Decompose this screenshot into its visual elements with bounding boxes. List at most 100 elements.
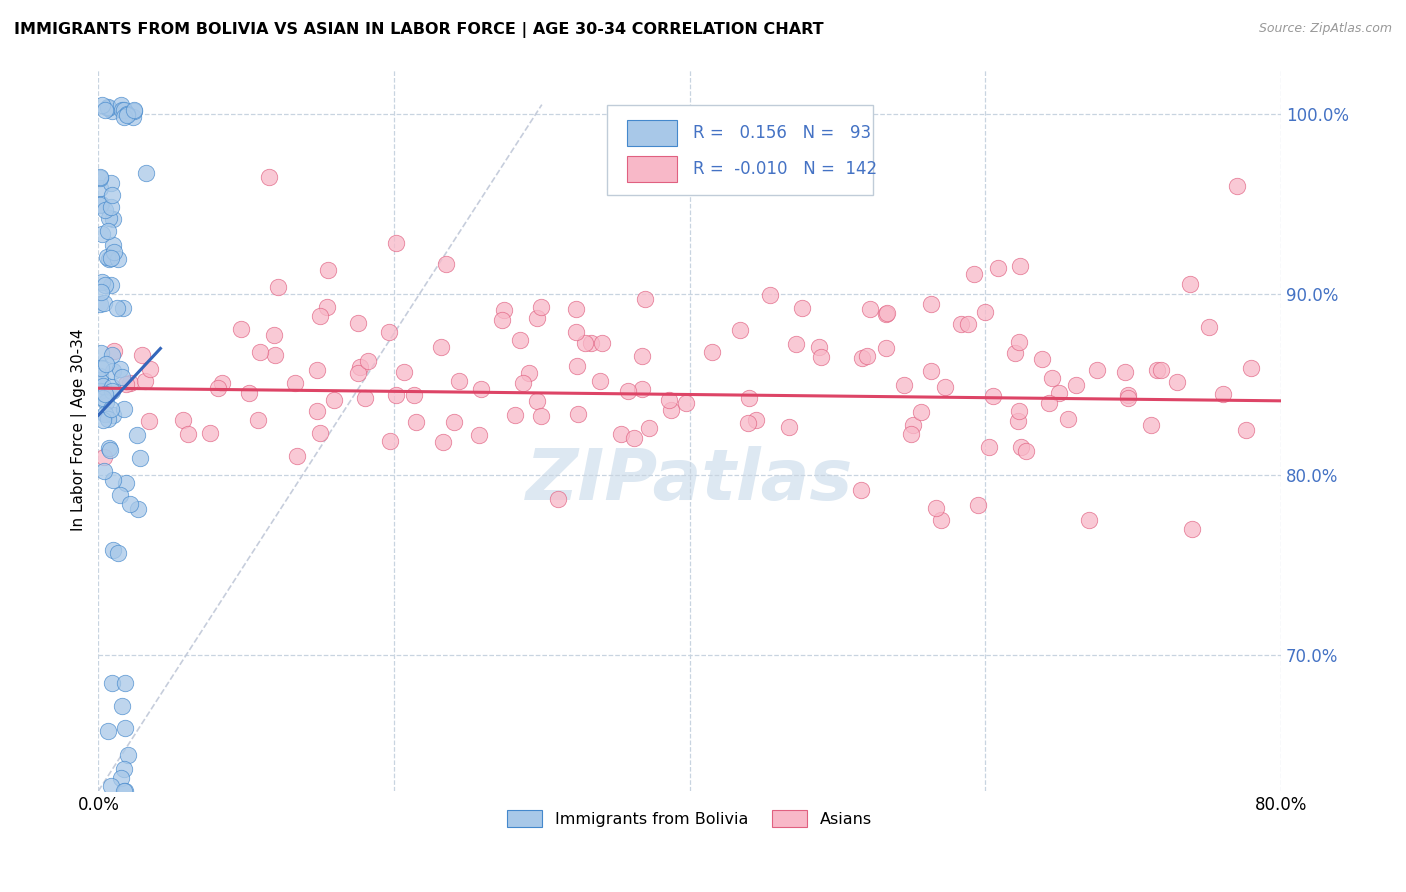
Point bbox=[1240, 360, 1263, 375]
Point bbox=[115, 108, 138, 122]
Point bbox=[1038, 396, 1060, 410]
Point bbox=[246, 413, 269, 427]
Point bbox=[634, 292, 657, 306]
Point bbox=[851, 351, 873, 365]
Point bbox=[392, 365, 415, 379]
Text: R =   0.156   N =   93: R = 0.156 N = 93 bbox=[693, 124, 872, 142]
Point bbox=[1234, 423, 1257, 437]
Point bbox=[111, 699, 134, 714]
Point bbox=[1180, 277, 1202, 291]
Point bbox=[89, 373, 111, 387]
Point bbox=[100, 187, 122, 202]
Point bbox=[1008, 259, 1031, 273]
Point bbox=[610, 426, 633, 441]
Point bbox=[315, 300, 337, 314]
Point bbox=[89, 181, 111, 195]
Point bbox=[115, 377, 138, 392]
Point bbox=[91, 275, 114, 289]
Point bbox=[207, 381, 229, 395]
Point bbox=[430, 340, 453, 354]
Point bbox=[1146, 363, 1168, 377]
Point bbox=[91, 412, 114, 426]
Point bbox=[211, 376, 233, 390]
Point bbox=[1116, 391, 1139, 405]
Point bbox=[443, 415, 465, 429]
Point bbox=[93, 407, 115, 421]
Point bbox=[346, 366, 368, 380]
Point bbox=[93, 296, 115, 310]
Point bbox=[588, 375, 610, 389]
Point bbox=[1150, 363, 1173, 377]
Point bbox=[856, 349, 879, 363]
Point bbox=[101, 384, 124, 398]
Point bbox=[1015, 444, 1038, 458]
Point bbox=[90, 197, 112, 211]
Point bbox=[103, 212, 125, 227]
Point bbox=[565, 302, 588, 317]
Point bbox=[956, 318, 979, 332]
Point bbox=[100, 200, 122, 214]
Point bbox=[97, 224, 120, 238]
Point bbox=[96, 394, 118, 409]
Point bbox=[738, 391, 761, 405]
Point bbox=[744, 413, 766, 427]
Point bbox=[103, 363, 125, 377]
Point bbox=[491, 312, 513, 326]
Point bbox=[637, 421, 659, 435]
Point bbox=[135, 166, 157, 180]
Point bbox=[103, 542, 125, 557]
Point bbox=[263, 348, 285, 362]
Point bbox=[110, 772, 132, 786]
Point bbox=[117, 747, 139, 762]
Point bbox=[307, 404, 329, 418]
Point bbox=[322, 392, 344, 407]
Point bbox=[517, 366, 540, 380]
Point bbox=[127, 502, 149, 516]
Point bbox=[100, 402, 122, 417]
Point bbox=[526, 310, 548, 325]
Point bbox=[90, 345, 112, 359]
Point bbox=[131, 348, 153, 362]
Point bbox=[97, 411, 120, 425]
Point bbox=[981, 389, 1004, 403]
Point bbox=[101, 238, 124, 252]
Point bbox=[107, 546, 129, 560]
Point bbox=[266, 280, 288, 294]
Point bbox=[849, 483, 872, 497]
Point bbox=[100, 176, 122, 190]
Point bbox=[118, 497, 141, 511]
Point bbox=[103, 245, 125, 260]
Point bbox=[285, 449, 308, 463]
Point bbox=[509, 333, 531, 347]
Point bbox=[385, 387, 408, 401]
Point bbox=[112, 103, 135, 117]
Point bbox=[127, 428, 149, 442]
Point bbox=[114, 784, 136, 798]
Point bbox=[1212, 387, 1234, 401]
Point bbox=[103, 344, 125, 359]
Point bbox=[467, 428, 489, 442]
Point bbox=[1057, 412, 1080, 426]
Text: Source: ZipAtlas.com: Source: ZipAtlas.com bbox=[1258, 22, 1392, 36]
Point bbox=[901, 417, 924, 432]
Point bbox=[785, 337, 807, 351]
Point bbox=[93, 464, 115, 478]
Point bbox=[547, 492, 569, 507]
Point bbox=[505, 408, 527, 422]
Point bbox=[316, 262, 339, 277]
Point bbox=[675, 396, 697, 410]
Point bbox=[229, 322, 252, 336]
Point bbox=[91, 391, 114, 405]
Point bbox=[658, 392, 681, 407]
Point bbox=[101, 348, 124, 362]
Point bbox=[122, 111, 145, 125]
Point bbox=[94, 357, 117, 371]
Point bbox=[177, 427, 200, 442]
Point bbox=[810, 351, 832, 365]
Point bbox=[89, 384, 111, 398]
Legend: Immigrants from Bolivia, Asians: Immigrants from Bolivia, Asians bbox=[499, 802, 880, 835]
Point bbox=[1008, 334, 1031, 349]
Point bbox=[90, 227, 112, 241]
Point bbox=[100, 779, 122, 793]
Point bbox=[354, 391, 377, 405]
